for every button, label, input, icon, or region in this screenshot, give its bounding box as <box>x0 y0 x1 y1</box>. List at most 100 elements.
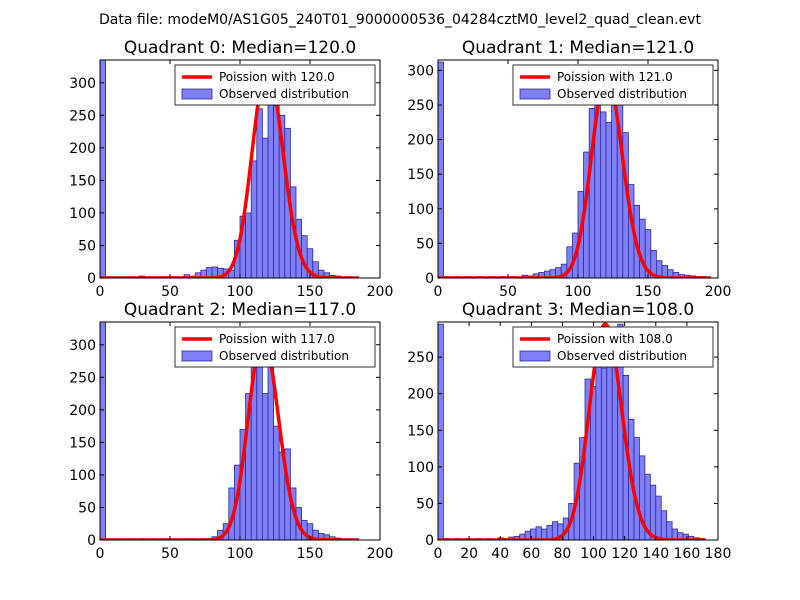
histogram-bar <box>100 322 106 540</box>
y-tick-label: 150 <box>407 423 434 439</box>
chart-title: Quadrant 2: Median=117.0 <box>124 300 356 320</box>
chart-title: Quadrant 1: Median=121.0 <box>462 38 694 58</box>
legend: Poission with 120.0 Observed distribution <box>174 64 376 106</box>
legend-hist-swatch <box>519 350 551 362</box>
y-tick-label: 100 <box>69 206 96 222</box>
legend-fit-label: Poission with 121.0 <box>557 70 673 84</box>
y-tick-label: 0 <box>425 533 434 549</box>
y-tick-label: 250 <box>69 370 96 386</box>
quadrant-3-chart: Quadrant 3: Median=108.00 20 40 60 80 100 120 1… <box>407 300 731 562</box>
y-tick-label: 150 <box>69 173 96 189</box>
x-tick-label: 0 <box>96 546 105 562</box>
y-tick-label: 200 <box>69 141 96 157</box>
histogram-bar <box>273 425 280 540</box>
legend-fit-label: Poission with 120.0 <box>219 70 335 84</box>
y-tick-label: 0 <box>87 533 96 549</box>
y-tick-label: 100 <box>69 468 96 484</box>
y-tick-label: 50 <box>78 500 96 516</box>
chart-title: Quadrant 0: Median=120.0 <box>124 38 356 58</box>
y-tick-label: 300 <box>69 338 96 354</box>
legend: Poission with 108.0 Observed distribution <box>512 326 714 368</box>
histogram-bar <box>250 160 258 278</box>
x-tick-label: 0 <box>434 546 443 562</box>
y-tick-label: 200 <box>407 387 434 403</box>
y-tick-label: 150 <box>407 167 434 183</box>
histogram-bar <box>655 495 662 540</box>
y-tick-label: 200 <box>407 133 434 149</box>
x-tick-label: 100 <box>227 284 254 300</box>
x-tick-label: 150 <box>635 284 662 300</box>
histogram-bar <box>590 385 597 540</box>
x-tick-label: 50 <box>161 546 179 562</box>
histogram-bar <box>649 484 657 540</box>
legend-hist-label: Observed distribution <box>219 349 349 363</box>
x-tick-label: 100 <box>565 284 592 300</box>
y-tick-label: 100 <box>407 460 434 476</box>
y-tick-label: 300 <box>407 63 434 79</box>
x-tick-label: 80 <box>554 546 572 562</box>
legend-hist-swatch <box>519 88 551 100</box>
x-tick-label: 0 <box>434 284 443 300</box>
x-tick-label: 180 <box>705 546 732 562</box>
x-tick-label: 20 <box>460 546 478 562</box>
legend-hist-swatch <box>181 350 213 362</box>
legend-fit-label: Poission with 108.0 <box>557 332 673 346</box>
x-tick-label: 160 <box>674 546 701 562</box>
y-tick-label: 250 <box>407 350 434 366</box>
poisson-fit-line <box>438 322 706 540</box>
histogram-bar <box>438 323 444 540</box>
x-tick-label: 120 <box>611 546 638 562</box>
y-tick-label: 0 <box>87 271 96 287</box>
histogram-bar <box>273 105 280 278</box>
histogram-bar <box>256 337 263 540</box>
y-tick-label: 250 <box>407 98 434 114</box>
histogram-bar <box>660 510 668 540</box>
histogram-bar <box>438 61 444 278</box>
histogram-bar <box>245 212 252 278</box>
x-tick-label: 200 <box>367 284 394 300</box>
y-tick-label: 300 <box>69 76 96 92</box>
histogram-bars <box>438 323 706 540</box>
poisson-fit-line <box>100 66 360 278</box>
quadrant-0-chart: Quadrant 0: Median=120.0 0 50 100 150 200 0 50 1… <box>69 38 393 300</box>
x-tick-label: 200 <box>705 284 732 300</box>
histogram-bar <box>261 393 269 540</box>
y-tick-label: 250 <box>69 108 96 124</box>
legend-fit-label: Poission with 117.0 <box>219 332 335 346</box>
legend-hist-label: Observed distribution <box>557 349 687 363</box>
y-tick-label: 200 <box>69 403 96 419</box>
x-tick-label: 100 <box>227 546 254 562</box>
histogram-bar <box>666 521 673 540</box>
legend-hist-swatch <box>181 88 213 100</box>
y-tick-label: 150 <box>69 435 96 451</box>
histogram-bar <box>546 524 553 540</box>
quadrant-2-chart: Quadrant 2: Median=117.0 0 50 100 150 200 0 50 1… <box>69 300 393 562</box>
x-tick-label: 0 <box>96 284 105 300</box>
x-tick-label: 200 <box>367 546 394 562</box>
legend: Poission with 121.0 Observed distribution <box>512 64 714 106</box>
histogram-bar <box>605 121 612 278</box>
x-tick-label: 150 <box>297 546 324 562</box>
histogram-bar <box>600 111 607 278</box>
x-tick-label: 100 <box>580 546 607 562</box>
histogram-bar <box>267 360 274 540</box>
poisson-fit-line <box>100 336 360 540</box>
axes-frame <box>437 321 719 541</box>
legend: Poission with 117.0 Observed distribution <box>174 326 376 368</box>
x-tick-label: 50 <box>161 284 179 300</box>
histogram-bar <box>639 218 646 278</box>
histogram-bar <box>100 60 106 278</box>
x-tick-label: 60 <box>522 546 540 562</box>
legend-hist-label: Observed distribution <box>557 87 687 101</box>
histogram-bar <box>535 526 542 540</box>
y-tick-label: 0 <box>425 271 434 287</box>
y-tick-label: 50 <box>416 496 434 512</box>
histogram-bar <box>256 108 263 278</box>
x-tick-label: 40 <box>491 546 509 562</box>
x-tick-label: 50 <box>499 284 517 300</box>
histogram-bar <box>261 137 269 278</box>
legend-hist-label: Observed distribution <box>219 87 349 101</box>
histogram-bar <box>600 367 608 540</box>
x-tick-label: 150 <box>297 284 324 300</box>
